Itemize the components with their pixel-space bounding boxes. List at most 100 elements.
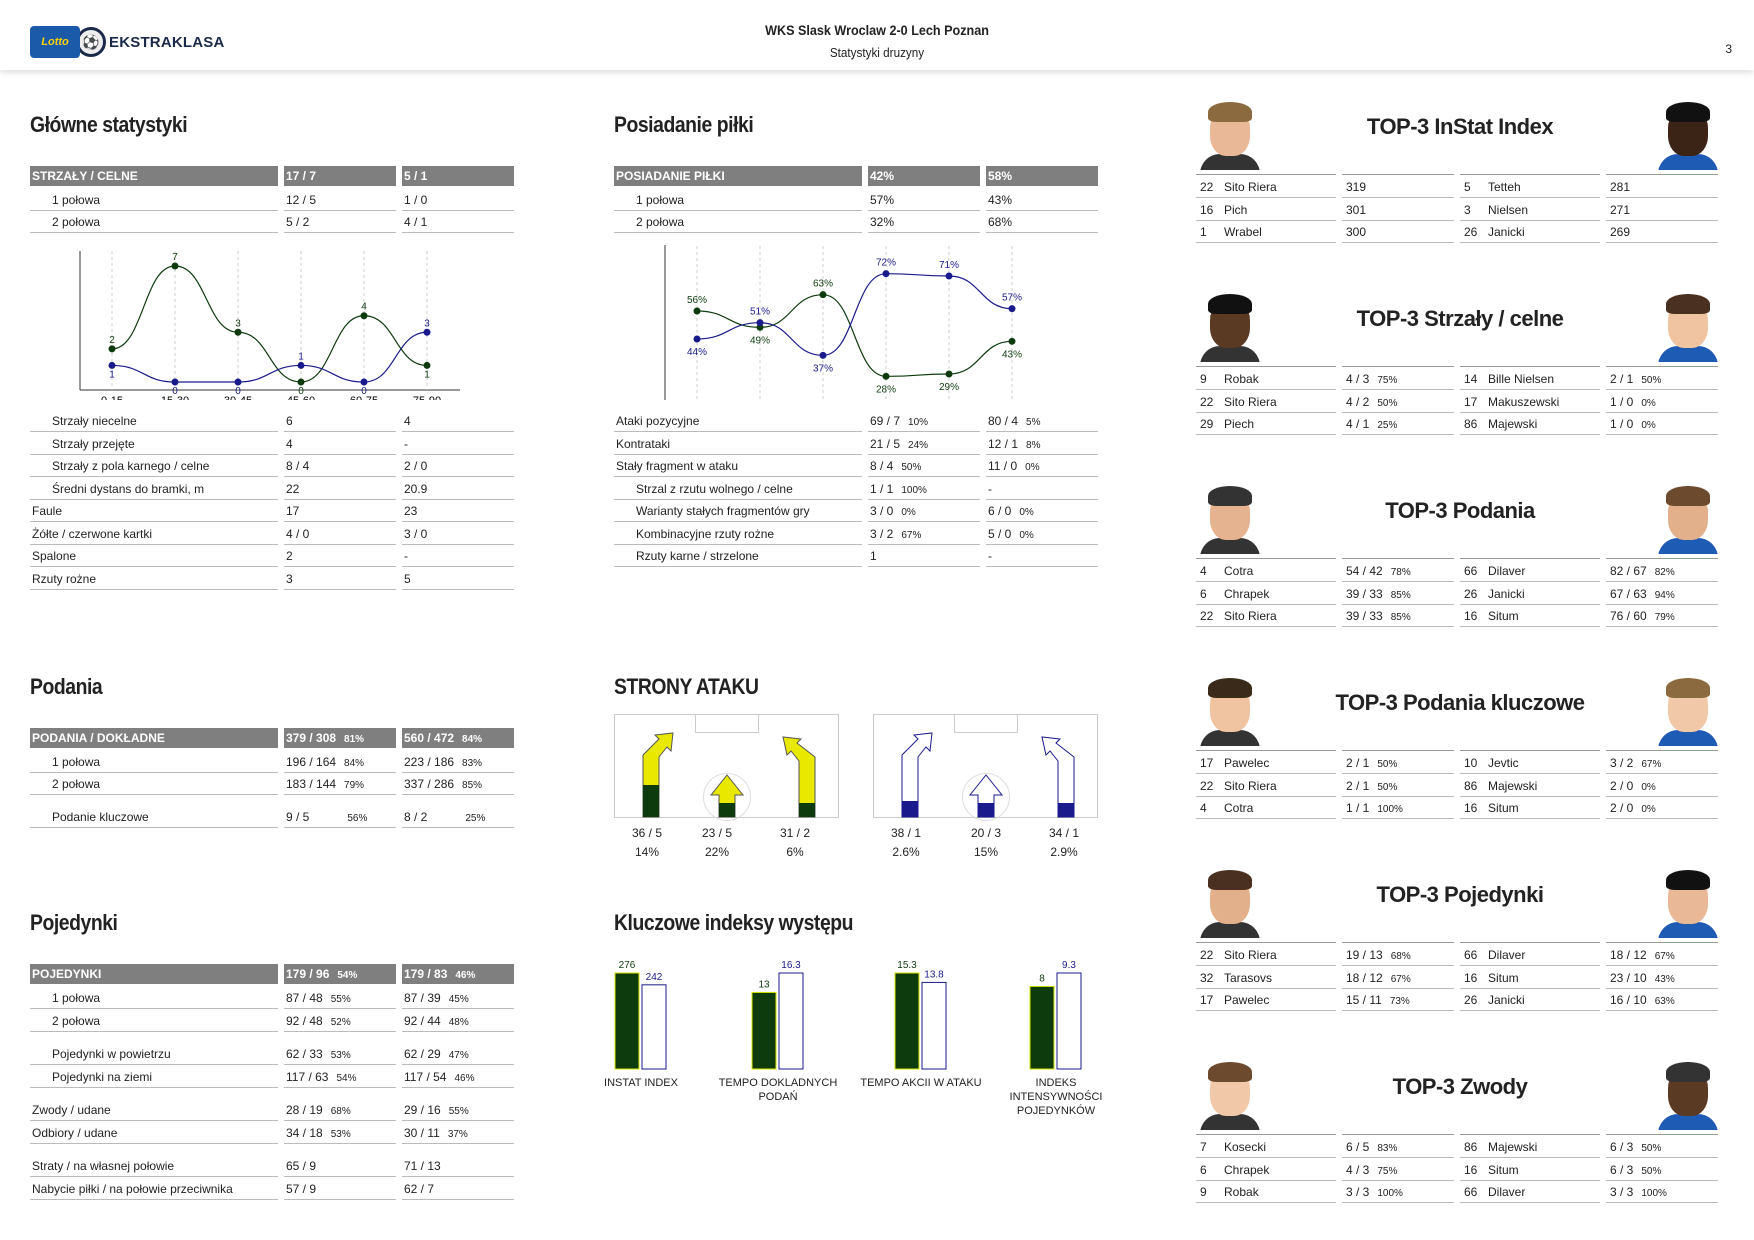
shirt <box>1200 1114 1260 1130</box>
table-cell: 8 / 4 50% <box>868 455 980 477</box>
data-point <box>171 378 179 386</box>
stat-cell: 39 / 33 85% <box>1342 583 1454 605</box>
player-name: Pich <box>1224 202 1248 217</box>
table-cell: 12 / 5 <box>284 189 396 211</box>
table-row: Pojedynki w powietrzu 62 / 33 53% 62 / 29 47… <box>30 1043 520 1065</box>
table-row: Warianty stałych fragmentów gry 3 / 0 0% 6 … <box>614 500 1104 522</box>
divider <box>1460 1134 1600 1135</box>
table-row: POSIADANIE PIŁKI 42% 58% <box>614 166 1104 188</box>
stat-value: 67 / 63 <box>1610 586 1647 601</box>
pitch-field <box>873 714 1098 821</box>
percent-value: 5% <box>1026 417 1041 428</box>
player-name: Kosecki <box>1224 1140 1267 1154</box>
table-cell: 1 / 1 100% <box>868 478 980 500</box>
percent-value: 81% <box>344 734 365 745</box>
top3-row: 32 Tarasovs 18 / 12 67% 16 Situm 23 / 10 43% <box>1196 967 1718 989</box>
kpi-value-home: 8 <box>1039 973 1045 984</box>
table-row: 1 połowa 57% 43% <box>614 189 1104 211</box>
player-cell: 9 Robak <box>1196 368 1336 390</box>
table-cell: 20.9 <box>402 478 514 500</box>
data-label: 1 <box>424 369 430 380</box>
percent-value: 8% <box>1026 439 1041 451</box>
player-name: Jevtic <box>1488 756 1519 770</box>
kpi-value-home: 276 <box>619 960 636 971</box>
table-cell: Strzały przejęte <box>30 433 278 455</box>
attack-percent: 15% <box>973 845 999 859</box>
player-name: Situm <box>1488 609 1519 623</box>
table-cell: 3 <box>284 568 396 590</box>
table-cell: 2 <box>284 545 396 567</box>
table-cell: Pojedynki na ziemi <box>30 1066 278 1088</box>
divider <box>1342 750 1454 751</box>
player-cell: 10 Jevtic <box>1460 752 1600 774</box>
kpi-value-away: 9.3 <box>1062 960 1076 971</box>
kpi-bar-home <box>1029 985 1055 1070</box>
right-flank-arrow <box>1041 736 1075 818</box>
divider <box>1196 1134 1336 1135</box>
percent-value: 84% <box>462 734 483 745</box>
data-point <box>693 307 701 315</box>
percent-value: 83% <box>1377 1143 1398 1154</box>
percent-value: 0% <box>1641 781 1656 793</box>
data-label: 63% <box>813 279 833 290</box>
data-point <box>234 328 242 336</box>
table-cell: 30 / 11 37% <box>402 1122 514 1144</box>
table-cell: 65 / 9 <box>284 1155 396 1177</box>
player-name: Situm <box>1488 1162 1519 1177</box>
player-cell: 22 Sito Riera <box>1196 944 1336 966</box>
table-cell: Żółte / czerwone kartki <box>30 523 278 545</box>
stat-value: 6 / 3 <box>1610 1140 1634 1154</box>
table-cell: 87 / 39 45% <box>402 987 514 1009</box>
attack-count: 34 / 1 <box>1048 826 1080 840</box>
data-point <box>882 270 890 278</box>
table-cell: 5 / 0 0% <box>986 523 1098 545</box>
table-cell: Stały fragment w ataku <box>614 455 862 477</box>
player-cell: 17 Makuszewski <box>1460 391 1600 413</box>
table-cell: 196 / 164 84% <box>284 751 396 773</box>
player-name: Cotra <box>1224 564 1254 578</box>
stat-value: 3 / 2 <box>1610 756 1634 770</box>
top3-title: TOP-3 Podania <box>1385 498 1535 523</box>
page-subtitle: Statystyki druzyny <box>829 45 925 60</box>
player-name: Sito Riera <box>1224 778 1277 793</box>
stat-value: 2 / 0 <box>1610 801 1634 815</box>
table-cell: 23 <box>402 500 514 522</box>
divider <box>1606 942 1718 943</box>
table-row: Strzały przejęte 4- <box>30 433 520 455</box>
top3-row: 16 Pich 301 3 Nielsen 271 <box>1196 199 1718 221</box>
shirt <box>1200 922 1260 938</box>
stat-cell: 18 / 12 67% <box>1606 944 1718 966</box>
top3-title: TOP-3 Podania kluczowe <box>1335 690 1586 715</box>
table-cell: 3 / 0 0% <box>868 500 980 522</box>
kpi-value-away: 16.3 <box>781 960 801 971</box>
stat-cell: 301 <box>1342 199 1454 221</box>
shirt <box>1200 538 1260 554</box>
kpi-bar-home <box>894 972 920 1070</box>
table-cell: 3 / 0 <box>402 523 514 545</box>
data-label: 0 <box>172 386 178 397</box>
percent-value: 55% <box>330 994 351 1005</box>
table-cell: 179 / 83 46% <box>402 964 514 984</box>
data-label: 0 <box>235 386 241 397</box>
player-photo-away <box>1658 100 1718 170</box>
percent-value: 54% <box>337 970 358 981</box>
table-row: Żółte / czerwone kartki 4 / 0 3 / 0 <box>30 523 520 545</box>
table-row: 1 połowa 87 / 48 55% 87 / 39 45% <box>30 987 520 1009</box>
table-row: Spalone 2- <box>30 545 520 567</box>
table-cell: 80 / 4 5% <box>986 410 1098 432</box>
hair <box>1666 102 1710 122</box>
stat-cell: 1 / 1 100% <box>1342 797 1454 819</box>
jersey-number: 26 <box>1464 586 1478 601</box>
jersey-number: 16 <box>1200 202 1214 217</box>
player-name: Nielsen <box>1488 202 1529 217</box>
table-row: Średni dystans do bramki, m 22 20.9 <box>30 478 520 500</box>
stat-cell: 76 / 60 79% <box>1606 605 1718 627</box>
data-label: 57% <box>1002 293 1022 304</box>
stat-cell: 67 / 63 94% <box>1606 583 1718 605</box>
stat-value: 281 <box>1610 180 1631 194</box>
page-header: Lotto ⚽ EKSTRAKLASA WKS Slask Wroclaw 2-… <box>0 0 1754 70</box>
player-cell: 17 Pawelec <box>1196 989 1336 1011</box>
table-row: 2 połowa 183 / 144 79% 337 / 286 85% <box>30 773 520 795</box>
pitch-field <box>614 714 839 821</box>
section-title-strony: STRONY ATAKU <box>614 674 759 699</box>
